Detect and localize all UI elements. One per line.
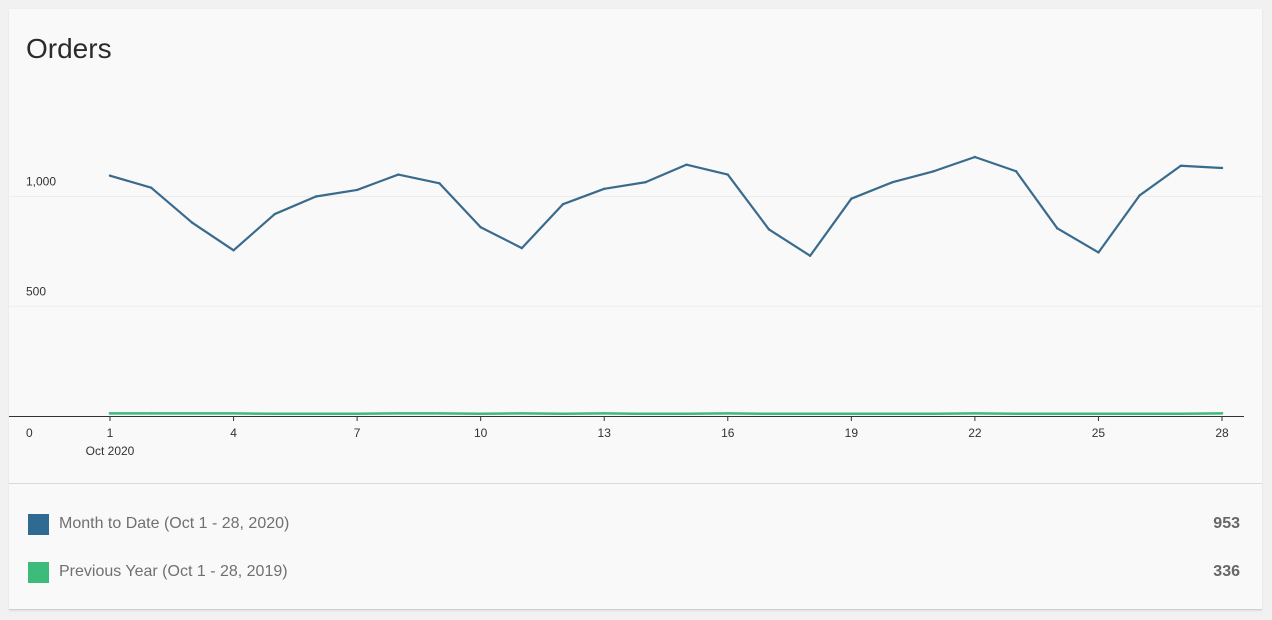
series-point-current-6 — [314, 195, 318, 198]
series-point-current-22 — [973, 155, 977, 159]
series-point-previous-10 — [479, 412, 482, 416]
x-tick-label-13: 13 — [598, 426, 612, 440]
x-tick-label-19: 19 — [845, 426, 859, 440]
series-point-current-24 — [1056, 227, 1059, 230]
series-point-previous-28 — [1220, 412, 1224, 415]
series-line-current — [108, 155, 1224, 257]
series-point-current-27 — [1179, 164, 1183, 167]
series-point-previous-26 — [1138, 412, 1141, 416]
series-point-current-21 — [932, 170, 935, 173]
series-point-previous-15 — [685, 412, 688, 416]
series-point-previous-24 — [1056, 412, 1059, 416]
series-point-previous-8 — [397, 412, 400, 415]
y-tick-label-1000: 1,000 — [26, 175, 56, 189]
series-point-current-13 — [603, 187, 606, 191]
series-point-previous-4 — [232, 412, 235, 415]
series-point-current-17 — [767, 228, 771, 231]
legend-item-previous[interactable]: Previous Year (Oct 1 - 28, 2019) 336 — [28, 561, 1240, 583]
series-point-previous-25 — [1097, 412, 1100, 416]
series-point-current-28 — [1220, 166, 1224, 170]
legend-value-current: 953 — [1213, 515, 1240, 532]
series-point-previous-18 — [808, 412, 812, 416]
series-point-current-20 — [891, 181, 894, 184]
card-title: Orders — [26, 33, 112, 64]
series-point-current-14 — [644, 181, 647, 184]
series-point-current-18 — [808, 254, 812, 257]
series-point-previous-5 — [273, 412, 276, 416]
series-point-previous-7 — [355, 412, 359, 416]
series-point-previous-14 — [644, 412, 647, 416]
x-tick-label-4: 4 — [230, 426, 237, 440]
x-tick-label-1: 1 — [107, 426, 114, 440]
series-point-previous-13 — [603, 412, 606, 415]
series-point-current-9 — [438, 182, 441, 185]
series-point-current-25 — [1097, 251, 1100, 254]
series-point-current-12 — [561, 202, 565, 206]
x-tick-label-22: 22 — [968, 426, 982, 440]
legend-value-previous: 336 — [1213, 563, 1240, 580]
series-point-current-5 — [273, 212, 276, 216]
series-point-previous-12 — [561, 412, 565, 416]
y-tick-label-0: 0 — [26, 426, 33, 440]
series-point-previous-27 — [1179, 412, 1183, 416]
series-point-current-10 — [479, 226, 482, 229]
series-point-previous-11 — [520, 412, 524, 415]
legend-divider — [9, 483, 1262, 484]
series-point-current-11 — [520, 246, 524, 250]
series-point-current-26 — [1138, 194, 1141, 197]
x-tick-label-28: 28 — [1215, 426, 1229, 440]
x-tick-label-25: 25 — [1092, 426, 1106, 440]
legend-item-current[interactable]: Month to Date (Oct 1 - 28, 2020) 953 — [28, 513, 1240, 535]
series-point-previous-17 — [767, 412, 771, 416]
series-point-previous-9 — [438, 412, 441, 415]
series-point-previous-20 — [891, 412, 894, 416]
series-point-current-2 — [149, 186, 153, 189]
series-point-current-4 — [232, 249, 235, 252]
x-tick-label-10: 10 — [474, 426, 488, 440]
series-point-previous-21 — [932, 412, 935, 416]
series-point-current-7 — [355, 188, 359, 192]
x-tick-sublabel-1: Oct 2020 — [86, 444, 135, 458]
y-tick-label-500: 500 — [26, 284, 46, 298]
series-point-previous-22 — [973, 412, 977, 415]
series-point-previous-3 — [191, 412, 194, 415]
legend-swatch-previous — [28, 561, 49, 583]
x-tick-label-7: 7 — [354, 426, 361, 440]
series-point-current-23 — [1014, 170, 1018, 173]
legend-label-previous: Previous Year (Oct 1 - 28, 2019) — [59, 563, 288, 580]
series-point-previous-16 — [726, 412, 729, 415]
legend-swatch-current — [28, 513, 49, 535]
series-point-current-1 — [108, 174, 112, 177]
series-point-previous-1 — [108, 412, 112, 415]
series-point-current-3 — [191, 221, 194, 225]
series-point-previous-6 — [314, 412, 318, 416]
series-point-previous-23 — [1014, 412, 1018, 416]
series-point-current-15 — [685, 163, 688, 166]
series-point-current-19 — [850, 197, 853, 200]
x-tick-label-16: 16 — [721, 426, 735, 440]
series-point-current-16 — [726, 173, 729, 176]
legend-label-current: Month to Date (Oct 1 - 28, 2020) — [59, 515, 290, 532]
series-point-previous-2 — [149, 412, 153, 415]
series-point-current-8 — [397, 173, 400, 176]
series-point-previous-19 — [850, 412, 853, 416]
